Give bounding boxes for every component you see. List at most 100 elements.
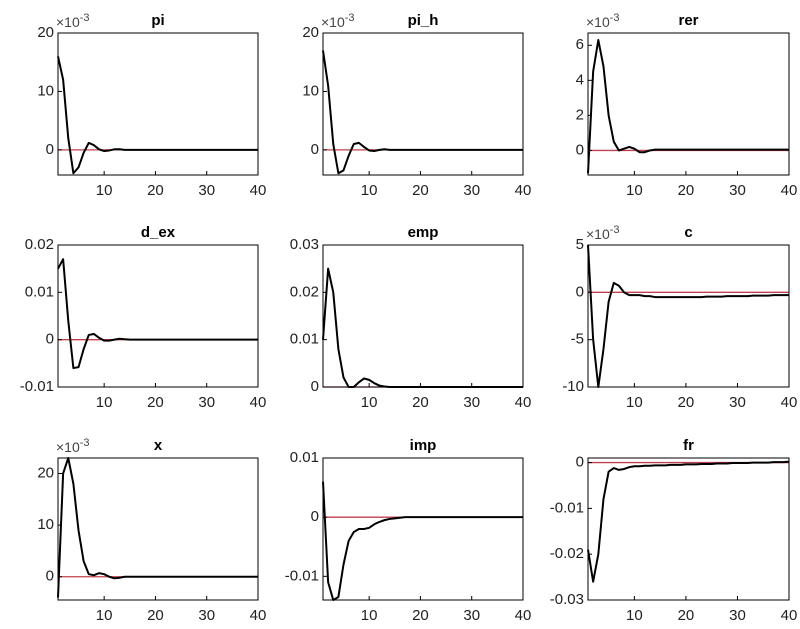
x-tick-label: 20 (678, 607, 695, 624)
x-tick-label: 40 (515, 394, 532, 411)
multiplier-base: ×10 (321, 14, 345, 30)
x-tick-label: 40 (250, 182, 267, 199)
y-tick-label: 0.02 (25, 236, 54, 253)
plot-area (323, 33, 523, 175)
response-line (322, 50, 523, 175)
response-line (322, 481, 523, 601)
y-tick-label: 0 (576, 141, 584, 158)
response-line (587, 244, 789, 388)
x-tick-label: 40 (781, 607, 798, 624)
x-tick-label: 20 (412, 182, 429, 199)
x-tick-label: 20 (147, 394, 164, 411)
panel: -0.01 0 0.01 10 20 30 40 imp (285, 437, 532, 624)
axes-box (57, 457, 259, 601)
multiplier-base: ×10 (56, 14, 80, 30)
y-tick-label: -10 (562, 378, 584, 395)
y-tick-label: 0 (311, 508, 319, 525)
plot-area (58, 458, 258, 600)
x-tick-label: 20 (412, 394, 429, 411)
plot-area (58, 33, 258, 175)
x-tick-label: 30 (463, 182, 480, 199)
y-tick-label: 6 (576, 36, 584, 53)
axes-box (322, 244, 524, 388)
response-line (57, 457, 258, 598)
y-tick-label: -0.02 (550, 545, 584, 562)
x-tick-label: 30 (463, 394, 480, 411)
y-tick-label: 0 (576, 283, 584, 300)
x-tick-label: 30 (463, 607, 480, 624)
x-tick-label: 10 (626, 182, 643, 199)
panel: -0.01 0 0.01 0.02 10 20 30 40 d_ex (20, 224, 267, 411)
y-tick-label: 0.01 (25, 283, 54, 300)
panel-title: pi (151, 12, 164, 29)
plot-area (588, 458, 789, 600)
multiplier-exponent: -3 (80, 437, 90, 449)
multiplier-base: ×10 (586, 226, 610, 242)
response-line (587, 460, 790, 583)
panel-title: imp (410, 437, 437, 454)
y-tick-label: -0.03 (550, 591, 584, 608)
y-multiplier: ×10-3 (56, 437, 90, 455)
x-tick-label: 40 (250, 607, 267, 624)
panel: 0 0.01 0.02 0.03 10 20 30 40 emp (290, 224, 532, 411)
y-tick-label: 10 (302, 82, 319, 99)
panel-title: x (154, 437, 163, 454)
y-tick-label: 0.01 (290, 449, 319, 466)
x-tick-label: 40 (515, 182, 532, 199)
x-tick-label: 10 (361, 182, 378, 199)
panel: 0 10 20 10 20 30 40 pi ×10-3 (37, 12, 266, 199)
panel: 0 10 20 10 20 30 40 pi_h ×10-3 (302, 12, 531, 199)
x-tick-label: 30 (729, 182, 746, 199)
x-tick-label: 10 (96, 182, 113, 199)
x-tick-label: 20 (678, 394, 695, 411)
y-tick-label: 0 (576, 454, 584, 471)
axes-box (57, 32, 259, 176)
y-tick-label: 0 (311, 378, 319, 395)
y-tick-label: 0.03 (290, 236, 319, 253)
panel-title: d_ex (141, 224, 176, 241)
y-tick-label: 5 (576, 236, 584, 253)
y-tick-label: 20 (37, 464, 54, 481)
x-tick-label: 30 (198, 607, 215, 624)
y-multiplier: ×10-3 (586, 224, 620, 242)
panel: 0 10 20 10 20 30 40 x ×10-3 (37, 437, 266, 624)
x-tick-label: 40 (781, 394, 798, 411)
panel-title: c (684, 224, 692, 241)
panel: -0.03 -0.02 -0.01 0 10 20 30 40 fr (550, 437, 798, 624)
x-tick-label: 20 (147, 182, 164, 199)
panel-title: rer (678, 12, 698, 29)
response-line (57, 258, 258, 370)
y-tick-label: 0 (46, 141, 54, 158)
y-tick-label: -0.01 (285, 567, 319, 584)
panel-title: emp (408, 224, 439, 241)
plot-area (323, 245, 523, 387)
multiplier-base: ×10 (56, 439, 80, 455)
x-tick-label: 30 (729, 607, 746, 624)
x-tick-label: 10 (361, 607, 378, 624)
y-tick-label: -5 (571, 331, 584, 348)
y-tick-label: 10 (37, 516, 54, 533)
y-tick-label: 0.02 (290, 283, 319, 300)
y-tick-label: -0.01 (550, 499, 584, 516)
x-tick-label: 30 (198, 182, 215, 199)
x-tick-label: 20 (412, 607, 429, 624)
x-tick-label: 10 (361, 394, 378, 411)
multiplier-exponent: -3 (610, 224, 620, 236)
y-tick-label: 0 (311, 141, 319, 158)
x-tick-label: 40 (515, 607, 532, 624)
y-tick-label: 10 (37, 82, 54, 99)
multiplier-exponent: -3 (610, 12, 620, 24)
x-tick-label: 10 (626, 607, 643, 624)
y-tick-label: 0.01 (290, 331, 319, 348)
y-tick-label: 20 (37, 24, 54, 41)
y-tick-label: 20 (302, 24, 319, 41)
x-tick-label: 20 (678, 182, 695, 199)
multiplier-exponent: -3 (80, 12, 90, 24)
x-tick-label: 10 (96, 607, 113, 624)
y-tick-label: -0.01 (20, 378, 54, 395)
x-tick-label: 40 (250, 394, 267, 411)
axes-box (587, 32, 790, 176)
y-multiplier: ×10-3 (586, 12, 620, 30)
x-tick-label: 30 (198, 394, 215, 411)
